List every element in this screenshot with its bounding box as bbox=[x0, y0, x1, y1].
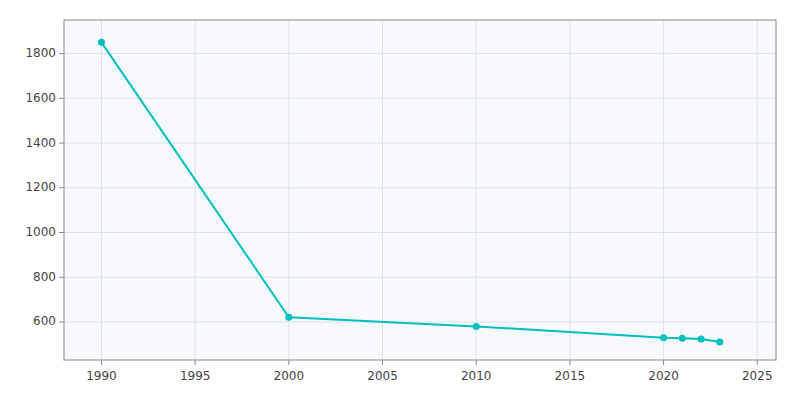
y-tick bbox=[59, 98, 64, 99]
marker bbox=[679, 335, 686, 342]
x-tick-label: 2000 bbox=[274, 369, 305, 383]
x-grid-line bbox=[101, 20, 102, 360]
x-tick-label: 2025 bbox=[742, 369, 773, 383]
x-tick-label: 2005 bbox=[367, 369, 398, 383]
x-grid-line bbox=[195, 20, 196, 360]
marker bbox=[473, 323, 480, 330]
marker bbox=[698, 335, 705, 342]
chart-svg: 600 800 1000 1200 1400 1600 1800 1990 1995 2000 20… bbox=[0, 0, 800, 400]
x-tick-label: 1990 bbox=[86, 369, 117, 383]
y-tick-label: 1600 bbox=[25, 91, 56, 105]
grid bbox=[64, 20, 776, 360]
marker bbox=[716, 339, 723, 346]
x-tick-label: 1995 bbox=[180, 369, 211, 383]
y-tick bbox=[59, 277, 64, 278]
y-tick-label: 800 bbox=[33, 270, 56, 284]
x-tick bbox=[101, 360, 102, 365]
y-grid-line bbox=[64, 277, 776, 278]
x-tick-label: 2010 bbox=[461, 369, 492, 383]
plot-background bbox=[64, 20, 776, 360]
x-grid-line bbox=[476, 20, 477, 360]
x-tick bbox=[663, 360, 664, 365]
y-tick bbox=[59, 187, 64, 188]
x-grid-line bbox=[663, 20, 664, 360]
marker bbox=[660, 334, 667, 341]
x-tick bbox=[195, 360, 196, 365]
x-tick bbox=[382, 360, 383, 365]
y-grid-line bbox=[64, 321, 776, 322]
y-tick-label: 1800 bbox=[25, 46, 56, 60]
x-tick bbox=[476, 360, 477, 365]
y-tick-label: 1200 bbox=[25, 180, 56, 194]
y-tick bbox=[59, 232, 64, 233]
y-grid-line bbox=[64, 53, 776, 54]
x-tick-label: 2015 bbox=[555, 369, 586, 383]
y-tick bbox=[59, 321, 64, 322]
x-grid-line bbox=[757, 20, 758, 360]
marker bbox=[98, 39, 105, 46]
x-tick bbox=[757, 360, 758, 365]
x-tick bbox=[569, 360, 570, 365]
y-grid-line bbox=[64, 187, 776, 188]
x-tick bbox=[288, 360, 289, 365]
x-grid-line bbox=[569, 20, 570, 360]
y-tick bbox=[59, 53, 64, 54]
line bbox=[101, 42, 719, 342]
marker bbox=[285, 314, 292, 321]
chart-container: 600 800 1000 1200 1400 1600 1800 1990 1995 2000 20… bbox=[0, 0, 800, 400]
y-tick bbox=[59, 143, 64, 144]
x-tick-label: 2020 bbox=[648, 369, 679, 383]
x-grid-line bbox=[288, 20, 289, 360]
y-grid-line bbox=[64, 232, 776, 233]
y-tick-label: 1400 bbox=[25, 136, 56, 150]
x-grid-line bbox=[382, 20, 383, 360]
y-tick-label: 600 bbox=[33, 314, 56, 328]
plot-frame bbox=[64, 20, 776, 360]
y-grid-line bbox=[64, 98, 776, 99]
y-tick-label: 1000 bbox=[25, 225, 56, 239]
data-group bbox=[98, 39, 723, 346]
